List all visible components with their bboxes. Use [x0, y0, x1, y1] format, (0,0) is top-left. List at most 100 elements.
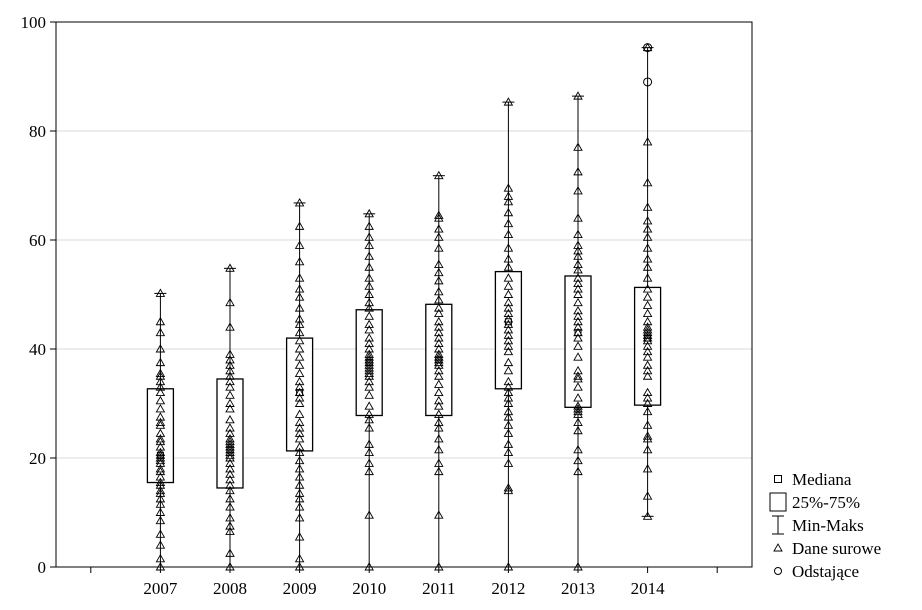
- raw-data-point: [434, 423, 444, 432]
- raw-data-point: [503, 439, 514, 448]
- raw-data-point: [573, 444, 583, 454]
- raw-data-point: [294, 417, 305, 427]
- raw-data-point: [573, 278, 583, 288]
- raw-data-point: [225, 474, 235, 484]
- raw-data-point: [225, 263, 235, 272]
- raw-data-point: [503, 376, 514, 386]
- raw-data-point: [364, 409, 374, 418]
- raw-data-point: [225, 526, 235, 536]
- raw-data-point: [155, 412, 166, 421]
- raw-data-point: [225, 349, 235, 358]
- raw-data-point: [225, 398, 235, 407]
- raw-data-point: [155, 515, 166, 525]
- raw-data-point: [503, 393, 514, 402]
- raw-data-point: [225, 390, 235, 399]
- raw-data-point: [573, 352, 583, 361]
- raw-data-point: [225, 450, 235, 459]
- raw-data-point: [225, 442, 235, 451]
- raw-data-point: [155, 327, 166, 337]
- raw-data-point: [294, 198, 305, 207]
- x-tick-label: 2011: [422, 579, 455, 598]
- raw-data-point: [294, 488, 305, 497]
- raw-data-point: [434, 267, 444, 277]
- raw-data-point: [294, 532, 305, 541]
- raw-data-point: [642, 136, 653, 146]
- raw-data-point: [642, 333, 653, 342]
- boxes-layer: [146, 47, 662, 568]
- raw-data-point: [225, 423, 235, 432]
- x-tick-label: 2010: [352, 579, 386, 598]
- raw-data-point: [573, 322, 583, 331]
- raw-data-point: [364, 240, 374, 249]
- raw-data-point: [434, 434, 444, 443]
- raw-data-point: [364, 401, 374, 410]
- raw-data-point: [294, 393, 305, 402]
- raw-data-point: [642, 406, 653, 416]
- raw-data-point: [294, 256, 305, 266]
- raw-data-point: [364, 208, 374, 218]
- raw-data-point: [364, 376, 374, 386]
- raw-data-point: [294, 327, 305, 337]
- raw-data-point: [225, 513, 235, 522]
- raw-data-point: [503, 273, 514, 282]
- raw-data-point: [434, 243, 444, 252]
- raw-data-point: [503, 330, 514, 339]
- raw-data-point: [155, 344, 166, 353]
- legend-outlier-symbol: [774, 567, 782, 575]
- raw-data-point: [642, 491, 653, 500]
- raw-data-point: [225, 548, 235, 557]
- raw-data-point: [503, 191, 514, 200]
- raw-data-point: [503, 335, 514, 345]
- raw-data-point: [573, 305, 583, 315]
- raw-data-point: [642, 254, 653, 263]
- raw-data-point: [434, 316, 444, 326]
- raw-data-point: [503, 183, 514, 192]
- raw-data-point: [434, 275, 444, 285]
- raw-data-point: [155, 395, 166, 405]
- raw-data-point: [434, 327, 444, 337]
- legend-label: 25%-75%: [792, 493, 860, 512]
- raw-data-point: [573, 425, 583, 435]
- raw-data-point: [364, 349, 374, 358]
- raw-data-point: [434, 395, 444, 405]
- raw-data-point: [642, 224, 653, 233]
- raw-data-point: [642, 335, 653, 345]
- raw-data-point: [573, 371, 583, 380]
- raw-data-point: [294, 284, 305, 293]
- raw-data-point: [434, 387, 444, 397]
- raw-data-point: [225, 458, 235, 467]
- outlier-point: [643, 77, 653, 87]
- raw-data-point: [503, 297, 514, 307]
- raw-data-point: [294, 553, 305, 563]
- raw-data-point: [503, 406, 514, 416]
- raw-data-point: [573, 401, 583, 410]
- raw-data-point: [642, 360, 653, 369]
- raw-data-point: [642, 243, 653, 252]
- raw-data-point: [294, 319, 305, 328]
- raw-data-point: [503, 341, 514, 350]
- raw-data-point: [573, 251, 583, 260]
- raw-data-point: [364, 333, 374, 342]
- raw-data-point: [503, 303, 514, 312]
- raw-data-point: [364, 352, 374, 361]
- raw-data-point: [294, 398, 305, 407]
- raw-data-point: [155, 434, 166, 443]
- raw-data-point: [642, 371, 653, 380]
- raw-data-point: [225, 447, 235, 456]
- raw-data-point: [642, 431, 653, 440]
- raw-data-point: [642, 308, 653, 318]
- raw-data-point: [434, 170, 444, 180]
- raw-data-point: [434, 409, 444, 418]
- raw-data-point: [434, 295, 444, 304]
- raw-data-point: [225, 360, 235, 369]
- legend-box-symbol: [769, 492, 787, 512]
- raw-data-point: [155, 382, 166, 391]
- raw-data-point: [434, 417, 444, 427]
- raw-data-point: [364, 232, 374, 241]
- raw-data-point: [294, 292, 305, 301]
- raw-data-point: [155, 453, 166, 462]
- raw-data-point: [364, 357, 374, 367]
- raw-data-point: [155, 488, 166, 497]
- raw-data-point: [573, 259, 583, 268]
- x-axis-ticks: 2007 2008 2009 2010 2011 2012 2013 2014: [90, 567, 718, 598]
